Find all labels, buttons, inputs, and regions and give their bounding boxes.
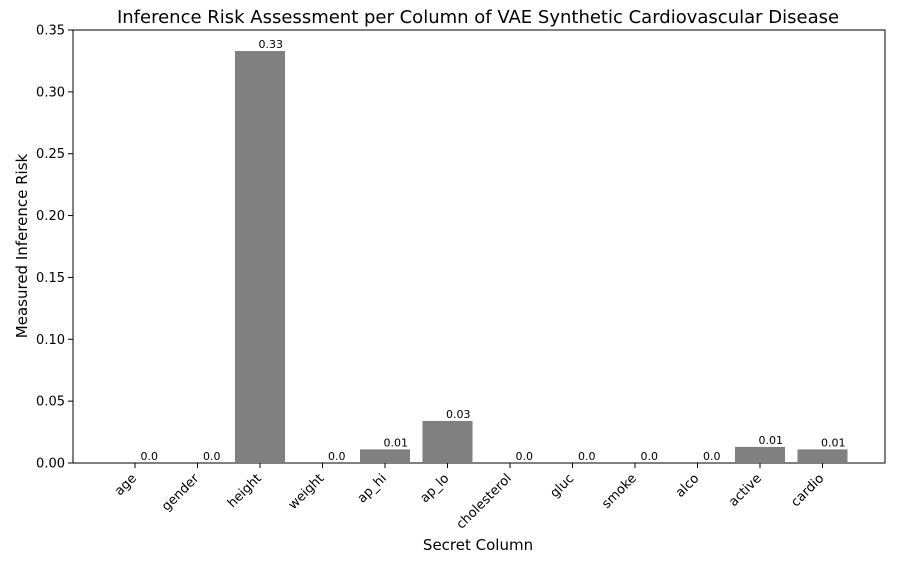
bar xyxy=(735,446,785,463)
x-tick-label: gluc xyxy=(547,471,577,501)
x-tick-label: ap_lo xyxy=(417,471,452,506)
bar-value-label: 0.03 xyxy=(446,408,471,421)
x-tick-label: active xyxy=(726,471,765,510)
y-tick-label: 0.30 xyxy=(36,85,65,100)
bar xyxy=(235,51,285,463)
bar-value-label: 0.0 xyxy=(328,450,346,463)
y-axis: 0.00 0.05 0.10 0.15 0.20 0.25 0.30 0.35 xyxy=(36,24,73,472)
x-tick-label: height xyxy=(225,471,265,511)
x-axis: age gender height weight ap_hi ap_lo cholester… xyxy=(112,463,827,532)
bar-value-label: 0.0 xyxy=(703,450,721,463)
bar-value-label: 0.01 xyxy=(384,436,409,449)
y-tick-label: 0.25 xyxy=(36,147,65,162)
x-tick-label: cardio xyxy=(788,471,827,510)
x-tick-label: ap_hi xyxy=(355,471,390,506)
bar-value-label: 0.0 xyxy=(141,450,159,463)
y-tick-label: 0.15 xyxy=(36,271,65,286)
bars xyxy=(235,51,848,463)
x-tick-label: age xyxy=(112,471,140,499)
y-tick-label: 0.05 xyxy=(36,395,65,410)
x-tick-label: alco xyxy=(673,471,703,501)
y-axis-label: Measured Inference Risk xyxy=(13,153,31,338)
bar-value-label: 0.01 xyxy=(821,436,846,449)
x-tick-label: weight xyxy=(286,471,328,513)
plot-area xyxy=(72,29,886,464)
bar xyxy=(797,449,848,463)
x-axis-label: Secret Column xyxy=(423,536,533,554)
bar xyxy=(360,449,410,463)
x-tick-label: smoke xyxy=(599,471,640,512)
bar xyxy=(422,420,473,463)
bar-value-label: 0.0 xyxy=(641,450,659,463)
bar-value-label: 0.01 xyxy=(759,434,784,447)
y-tick-label: 0.20 xyxy=(36,209,65,224)
chart-title: Inference Risk Assessment per Column of … xyxy=(117,7,839,28)
y-tick-label: 0.00 xyxy=(36,457,65,472)
x-tick-label: cholesterol xyxy=(454,471,515,532)
y-tick-label: 0.35 xyxy=(36,24,65,39)
bar-value-label: 0.33 xyxy=(259,38,284,51)
data-labels: 0.0 0.0 0.33 0.0 0.01 0.03 0.0 0.0 0.0 0.0 0.01 0.0… xyxy=(141,38,846,463)
bar-value-label: 0.0 xyxy=(203,450,221,463)
x-tick-label: gender xyxy=(159,471,203,515)
bar-value-label: 0.0 xyxy=(578,450,596,463)
y-tick-label: 0.10 xyxy=(36,333,65,348)
bar-value-label: 0.0 xyxy=(516,450,534,463)
